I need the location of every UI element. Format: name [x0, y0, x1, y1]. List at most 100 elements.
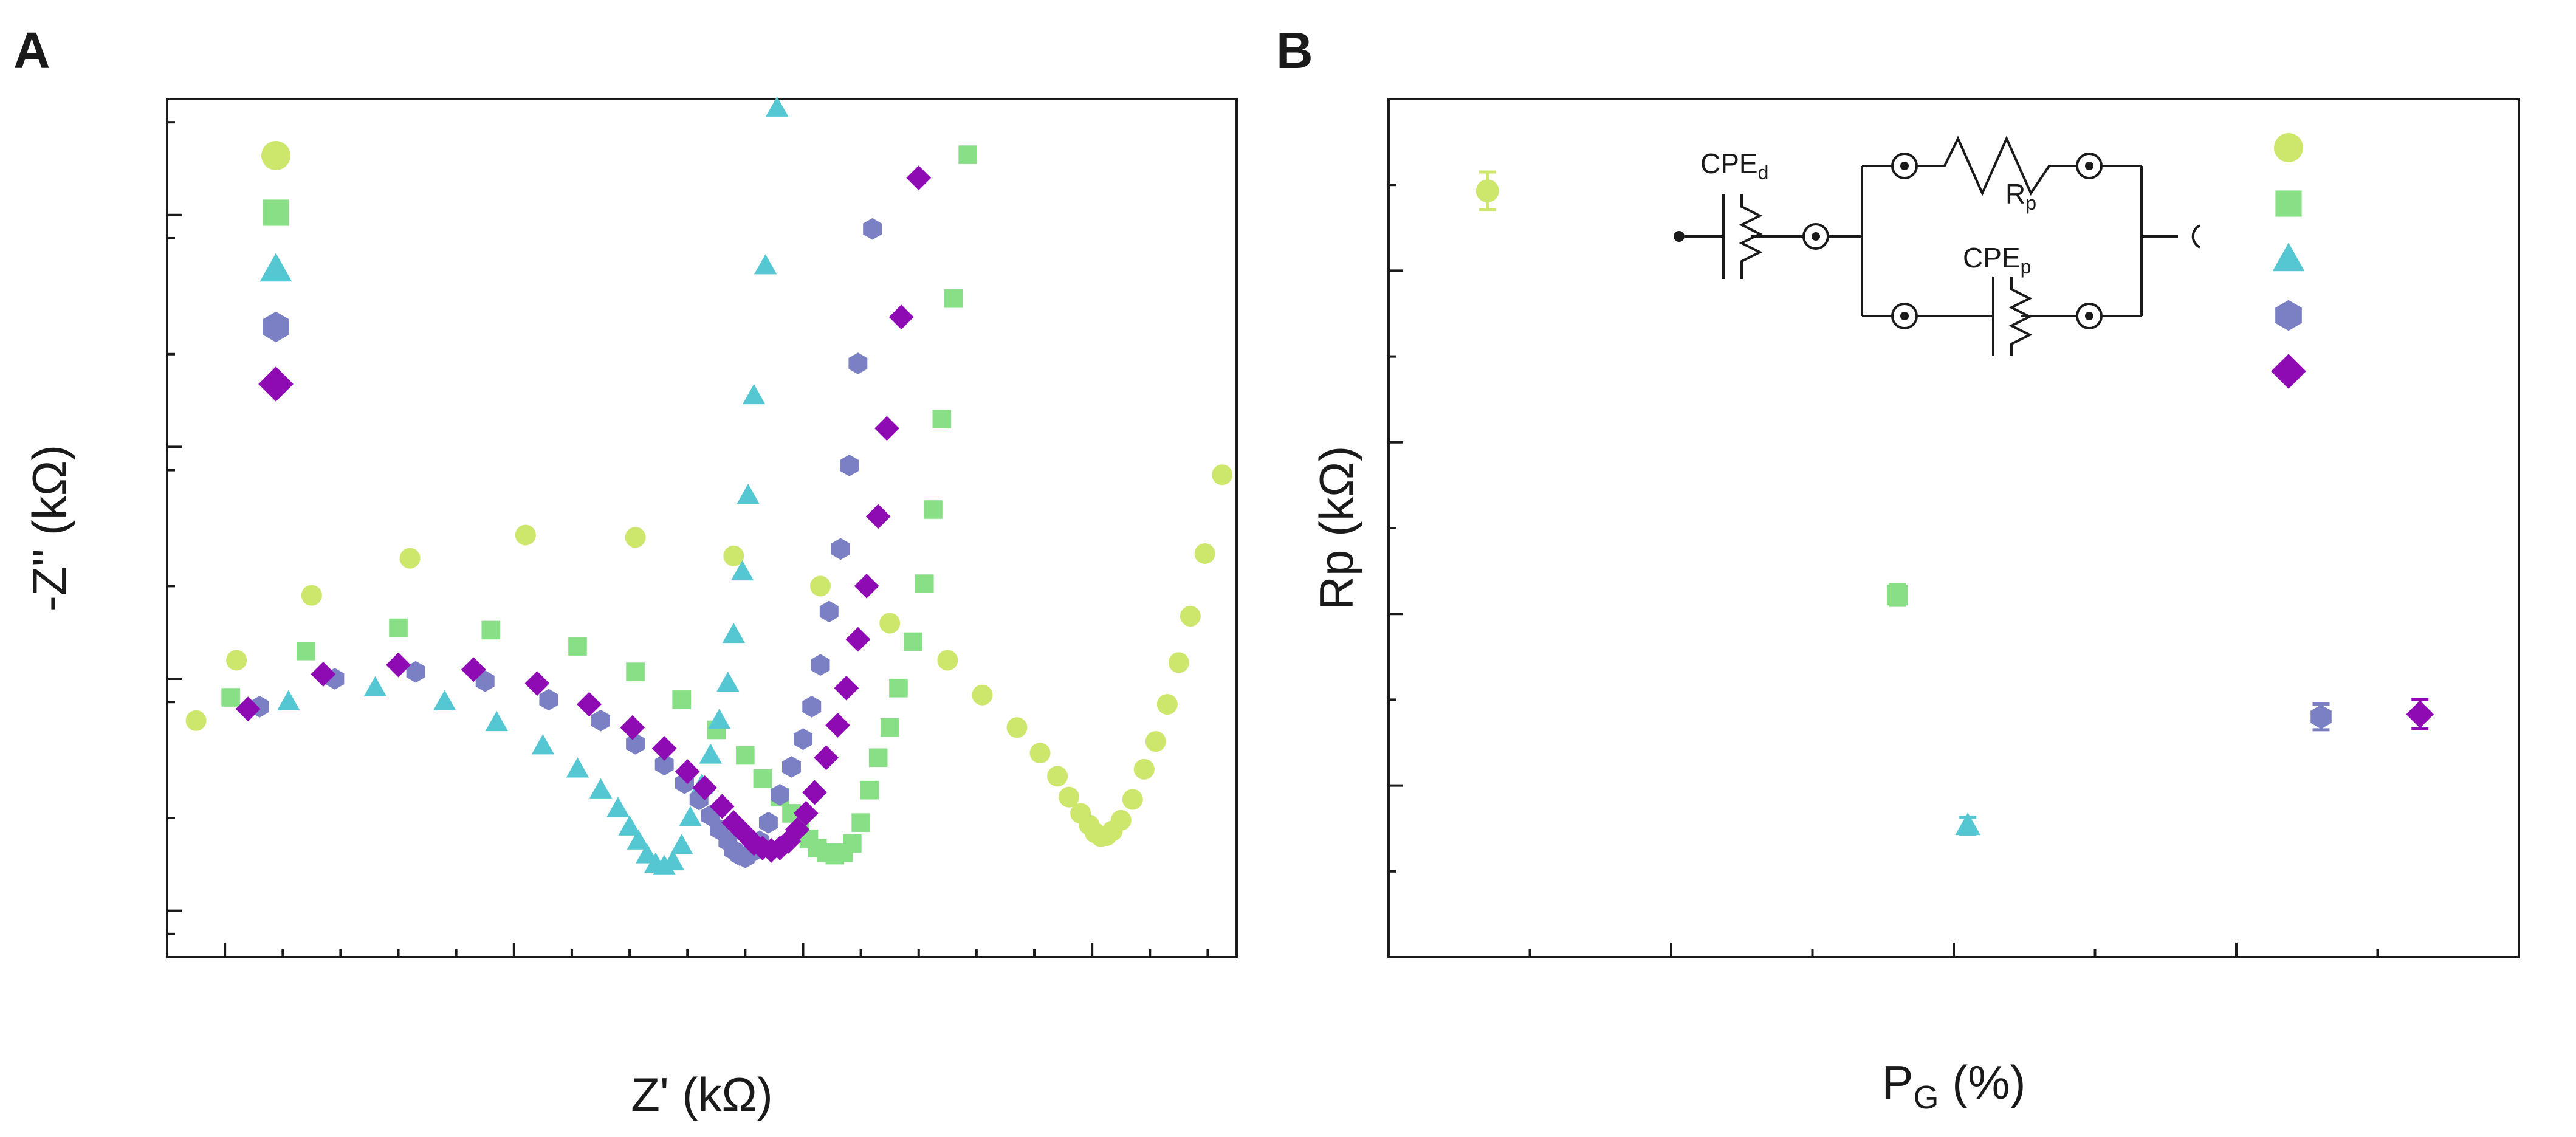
data-point — [515, 524, 536, 546]
legend-item-wc5 — [2275, 300, 2302, 331]
data-point — [879, 613, 901, 634]
panel-a-ticks — [166, 121, 1209, 957]
panel-b-x-axis-label-suffix: (%) — [1939, 1056, 2026, 1109]
data-point — [1955, 812, 1981, 836]
panel-b-x-axis-label-sub: G — [1914, 1079, 1939, 1116]
series-wc5 — [250, 218, 882, 868]
data-point — [707, 709, 731, 729]
rp-resistor-zigzag — [1917, 136, 2077, 196]
series-wc20 — [235, 165, 932, 863]
data-point — [851, 813, 870, 832]
legend-item-wc4 — [263, 199, 289, 226]
data-point — [1006, 717, 1028, 738]
data-point — [1133, 758, 1155, 780]
data-point — [810, 575, 831, 597]
panel-a-legend — [258, 141, 294, 402]
legend-item-wc14 — [2272, 242, 2305, 272]
data-point — [399, 548, 421, 569]
data-point — [692, 775, 718, 800]
data-point — [819, 600, 839, 623]
data-point — [626, 733, 645, 755]
data-point — [880, 718, 899, 737]
data-point — [311, 662, 336, 687]
panel-b-y-axis-label: Rp (kΩ) — [1310, 446, 1363, 611]
data-point — [843, 834, 862, 853]
circuit-output-terminal — [2191, 224, 2200, 249]
data-point — [753, 769, 772, 788]
data-point — [301, 585, 322, 606]
data-point — [888, 304, 914, 330]
panel-a-label: A — [13, 22, 50, 79]
data-point — [1047, 766, 1068, 787]
data-point — [860, 780, 879, 800]
series-wc14 — [1955, 812, 1981, 836]
cpe-p-label: CPEp — [1963, 242, 2031, 278]
series-wc4 — [221, 145, 977, 865]
data-point — [531, 734, 555, 755]
data-point — [606, 797, 630, 817]
data-point — [297, 641, 315, 661]
data-point — [840, 455, 859, 476]
data-point — [389, 618, 408, 637]
data-point — [723, 545, 744, 566]
data-point — [406, 661, 425, 683]
data-point — [848, 352, 868, 374]
data-point — [1212, 464, 1233, 486]
data-point — [363, 676, 387, 696]
data-point — [433, 690, 456, 710]
data-point — [627, 829, 650, 850]
data-point — [277, 690, 300, 710]
data-point — [699, 743, 722, 764]
data-point — [742, 383, 766, 405]
data-point — [1029, 743, 1051, 764]
data-point — [794, 728, 812, 751]
panel-a-x-axis-label: Z' (kΩ) — [631, 1068, 772, 1121]
data-point — [722, 622, 746, 644]
data-point — [972, 684, 993, 706]
legend-item-wc20 — [258, 366, 294, 402]
circuit-node-dot — [1900, 312, 1909, 320]
legend-marker — [2274, 133, 2303, 162]
series-wc4 — [1886, 583, 1908, 607]
legend-marker — [263, 199, 289, 226]
data-point — [675, 759, 700, 785]
data-point — [386, 652, 411, 678]
data-point — [903, 632, 922, 651]
data-point — [2310, 704, 2332, 729]
data-point — [589, 778, 613, 799]
data-point — [591, 709, 610, 732]
legend-marker — [259, 253, 292, 282]
data-point — [825, 712, 850, 738]
data-point — [811, 654, 830, 676]
data-point — [539, 689, 558, 711]
cpe-d-zigzag — [1739, 194, 1763, 279]
data-point — [915, 574, 934, 593]
data-point — [831, 538, 850, 560]
circuit-node-dot — [1900, 162, 1909, 170]
data-point — [730, 560, 754, 581]
data-point — [785, 817, 810, 842]
legend-marker — [258, 366, 294, 402]
data-point — [1168, 652, 1189, 673]
data-point — [679, 806, 702, 826]
panel-b-plot-frame — [1387, 98, 2520, 958]
data-point — [221, 688, 240, 707]
data-point — [661, 850, 685, 871]
data-point — [226, 650, 247, 671]
panel-b-label: B — [1276, 22, 1313, 79]
data-point — [865, 504, 891, 529]
data-point — [874, 416, 899, 441]
data-point — [737, 484, 760, 504]
series-wc11 — [185, 464, 1233, 847]
data-point — [924, 500, 943, 519]
data-point — [770, 784, 789, 806]
data-point — [654, 754, 674, 776]
data-point — [932, 410, 952, 428]
cpe-d-label: CPEd — [1700, 148, 1768, 184]
data-point — [651, 736, 677, 761]
circuit-node-dot — [2085, 162, 2093, 170]
data-point — [958, 145, 977, 164]
data-point — [185, 710, 207, 731]
data-point — [1180, 606, 1201, 627]
data-point — [782, 756, 801, 778]
